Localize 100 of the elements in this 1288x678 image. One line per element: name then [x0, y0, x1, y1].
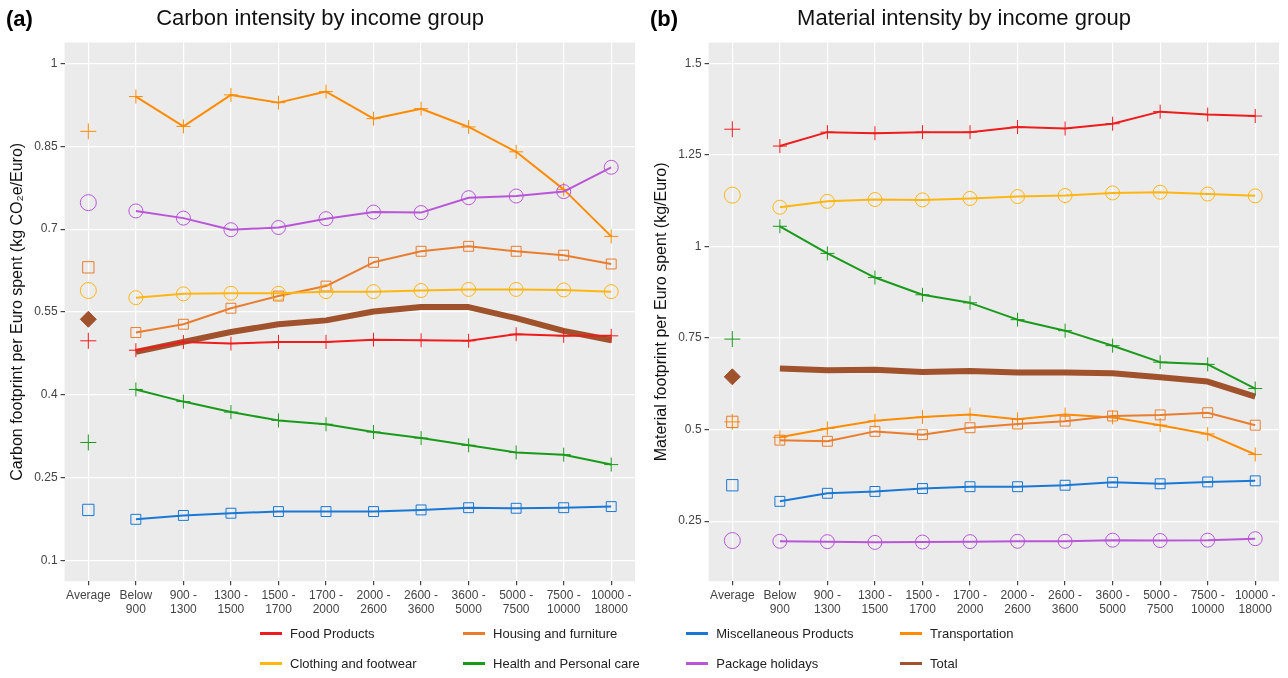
point: [962, 190, 978, 206]
point: [1010, 312, 1026, 328]
point: [175, 394, 191, 410]
point: [1152, 417, 1168, 433]
point: [366, 284, 382, 300]
point: [510, 502, 522, 514]
point: [1247, 188, 1263, 204]
point: [413, 332, 429, 348]
point: [508, 444, 524, 460]
point: [79, 433, 97, 451]
point: [463, 240, 475, 252]
point: [508, 326, 524, 342]
point: [175, 210, 191, 226]
point: [366, 424, 382, 440]
point: [413, 430, 429, 446]
point: [1247, 446, 1263, 462]
point: [128, 342, 144, 358]
point: [415, 245, 427, 257]
point: [1202, 476, 1214, 488]
point: [128, 290, 144, 306]
point: [772, 199, 788, 215]
point: [1247, 381, 1263, 397]
point: [962, 124, 978, 140]
point: [461, 119, 477, 135]
x-tick-label: 900 - 1300: [169, 587, 198, 617]
point: [175, 118, 191, 134]
point: [366, 111, 382, 127]
point: [556, 447, 572, 463]
point: [821, 487, 833, 499]
point: [867, 413, 883, 429]
x-tick-label: 1700 - 2000: [308, 587, 344, 617]
point: [413, 101, 429, 117]
chart-title: Carbon intensity by income group: [156, 5, 484, 31]
x-tick-label: Below 900: [119, 587, 153, 617]
point: [320, 506, 332, 518]
point: [79, 332, 97, 350]
point: [723, 186, 741, 204]
point: [867, 192, 883, 208]
point: [82, 261, 95, 274]
y-tick-label: 0.1: [40, 553, 58, 568]
y-tick-label: 0.25: [678, 513, 702, 528]
text: (b): [650, 6, 679, 32]
point: [1010, 189, 1026, 205]
x-tick-label: 10000 - 18000: [590, 587, 632, 617]
point: [603, 159, 619, 175]
point: [130, 327, 142, 338]
point: [82, 503, 95, 517]
point: [1105, 185, 1121, 201]
x-tick-label: 3600 - 5000: [1095, 587, 1130, 617]
point: [1152, 104, 1168, 120]
point: [461, 281, 477, 297]
x-tick-label: 2000 - 2600: [356, 587, 391, 617]
point: [1057, 323, 1073, 339]
point: [79, 310, 97, 328]
point: [1059, 415, 1071, 427]
point: [175, 286, 191, 302]
point: [964, 422, 976, 434]
y-axis-title: Carbon footprint per Euro spent (kg CO₂e/Euro): [8, 142, 26, 481]
point: [463, 502, 475, 514]
point: [508, 188, 524, 204]
x-tick-label: Average: [66, 587, 111, 602]
point: [869, 486, 881, 497]
point: [368, 506, 379, 518]
x-tick-label: 7500 - 10000: [546, 587, 581, 617]
point: [1249, 419, 1261, 431]
legend-label: Transportation: [930, 625, 1014, 641]
point: [819, 420, 835, 436]
point: [772, 138, 788, 154]
x-tick-label: 3600 - 5000: [451, 587, 486, 617]
x-tick-label: 900 - 1300: [813, 587, 842, 617]
point: [556, 328, 572, 344]
point: [558, 502, 570, 514]
legend-label: Health and Personal care: [493, 655, 640, 671]
point: [177, 318, 189, 330]
x-tick-label: 2600 - 3600: [404, 587, 439, 617]
point: [225, 302, 237, 314]
point: [1152, 354, 1168, 370]
point: [1200, 426, 1216, 442]
y-tick-label: 0.4: [40, 387, 58, 402]
point: [1105, 532, 1121, 548]
point: [1249, 475, 1261, 487]
y-tick-label: 1: [50, 55, 58, 70]
point: [1105, 338, 1121, 354]
point: [819, 245, 835, 261]
point: [175, 334, 191, 350]
y-tick-label: 0.85: [34, 138, 58, 153]
point: [964, 481, 976, 493]
point: [1152, 184, 1168, 200]
point: [177, 509, 189, 521]
legend-label: Package holidays: [716, 655, 819, 671]
point: [819, 534, 835, 550]
point: [867, 270, 883, 286]
x-tick-label: 1500 - 1700: [261, 587, 296, 617]
point: [318, 211, 334, 227]
y-axis-title: Material footprint per Euro spent (kg/Euro): [652, 162, 670, 462]
point: [461, 190, 477, 206]
point: [962, 295, 978, 311]
legend-label: Clothing and footwear: [290, 655, 417, 671]
point: [225, 507, 237, 519]
point: [1105, 116, 1121, 132]
